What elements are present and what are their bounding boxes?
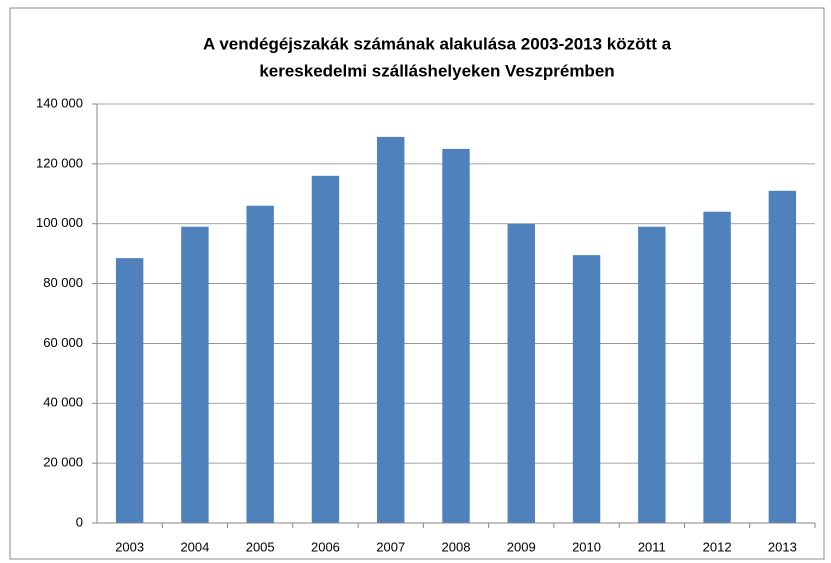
chart-title: A vendégéjszakák számának alakulása 2003…: [203, 34, 672, 53]
x-tick-label: 2012: [703, 539, 732, 554]
x-tick-label: 2004: [180, 539, 209, 554]
x-tick-label: 2013: [768, 539, 797, 554]
bar: [638, 226, 666, 523]
chart-title: kereskedelmi szálláshelyeken Veszprémben: [259, 61, 614, 80]
x-tick-label: 2008: [442, 539, 471, 554]
y-tick-label: 80 000: [43, 275, 83, 290]
x-tick-label: 2011: [638, 539, 666, 554]
y-tick-label: 60 000: [43, 335, 83, 350]
y-tick-label: 0: [76, 514, 83, 529]
x-tick-label: 2006: [311, 539, 340, 554]
x-tick-label: 2010: [572, 539, 601, 554]
bar: [115, 258, 144, 523]
y-tick-label: 100 000: [36, 215, 83, 230]
bar: [311, 175, 340, 524]
y-tick-label: 20 000: [43, 455, 83, 470]
bar: [377, 136, 405, 523]
bar: [442, 148, 470, 523]
y-tick-label: 40 000: [43, 395, 83, 410]
bar: [703, 211, 731, 523]
bar: [181, 226, 209, 523]
x-tick-label: 2005: [246, 539, 275, 554]
y-tick-label: 120 000: [36, 155, 83, 170]
x-tick-label: 2009: [507, 539, 536, 554]
y-tick-label: 140 000: [36, 95, 83, 110]
bar: [572, 255, 601, 523]
bar: [768, 190, 797, 524]
bar: [507, 223, 535, 523]
x-tick-label: 2003: [115, 539, 144, 554]
x-tick-label: 2007: [376, 539, 405, 554]
bar: [246, 205, 274, 523]
